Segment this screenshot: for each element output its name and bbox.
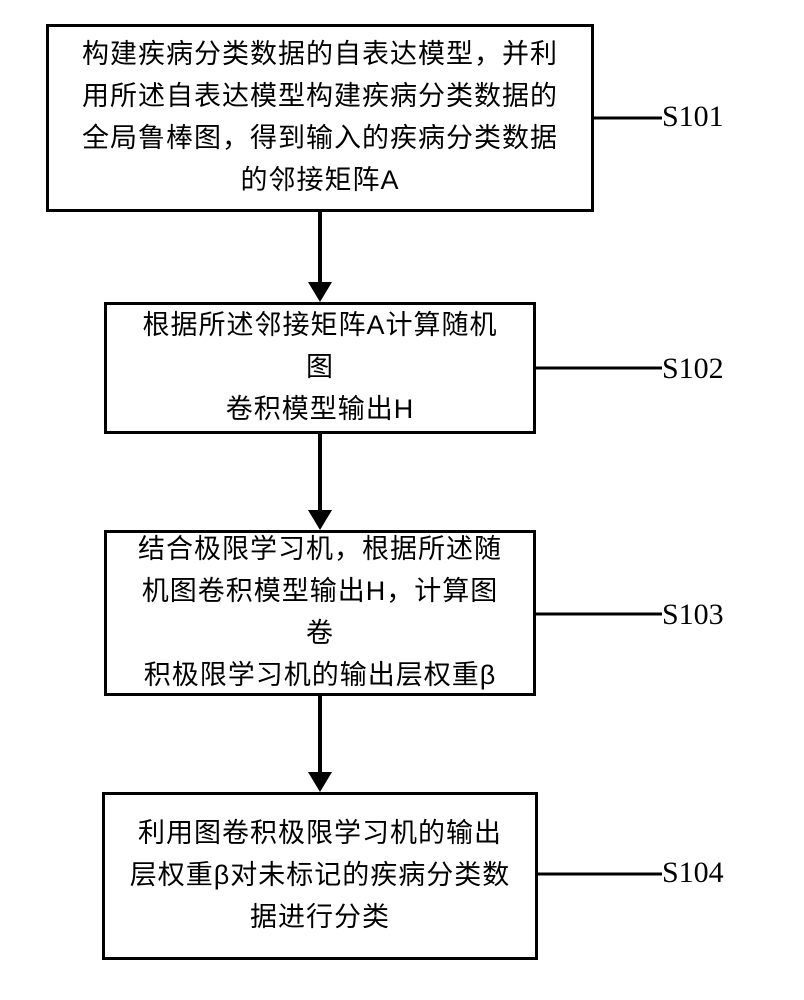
flow-node-s102: 根据所述邻接矩阵A计算随机图卷积模型输出H	[104, 302, 536, 434]
label-connector	[536, 366, 662, 370]
step-label-s104: S104	[662, 856, 724, 890]
label-connector	[536, 612, 662, 616]
label-connector	[538, 872, 662, 876]
flow-node-s101: 构建疾病分类数据的自表达模型，并利用所述自表达模型构建疾病分类数据的全局鲁棒图，…	[46, 24, 594, 212]
flow-node-text: 结合极限学习机，根据所述随机图卷积模型输出H，计算图卷积极限学习机的输出层权重β	[129, 529, 511, 696]
flow-node-text: 构建疾病分类数据的自表达模型，并利用所述自表达模型构建疾病分类数据的全局鲁棒图，…	[82, 34, 558, 201]
flow-arrow	[306, 696, 334, 792]
flow-node-s103: 结合极限学习机，根据所述随机图卷积模型输出H，计算图卷积极限学习机的输出层权重β	[104, 530, 536, 696]
flow-arrow	[306, 434, 334, 530]
step-label-s102: S102	[662, 352, 724, 386]
flow-node-text: 根据所述邻接矩阵A计算随机图卷积模型输出H	[129, 305, 511, 431]
label-connector	[594, 116, 662, 120]
flow-arrow	[306, 212, 334, 302]
flow-node-s104: 利用图卷积极限学习机的输出层权重β对未标记的疾病分类数据进行分类	[102, 792, 538, 960]
step-label-s103: S103	[662, 598, 724, 632]
flowchart-canvas: 构建疾病分类数据的自表达模型，并利用所述自表达模型构建疾病分类数据的全局鲁棒图，…	[0, 0, 804, 1000]
flow-node-text: 利用图卷积极限学习机的输出层权重β对未标记的疾病分类数据进行分类	[130, 813, 511, 939]
step-label-s101: S101	[662, 100, 724, 134]
